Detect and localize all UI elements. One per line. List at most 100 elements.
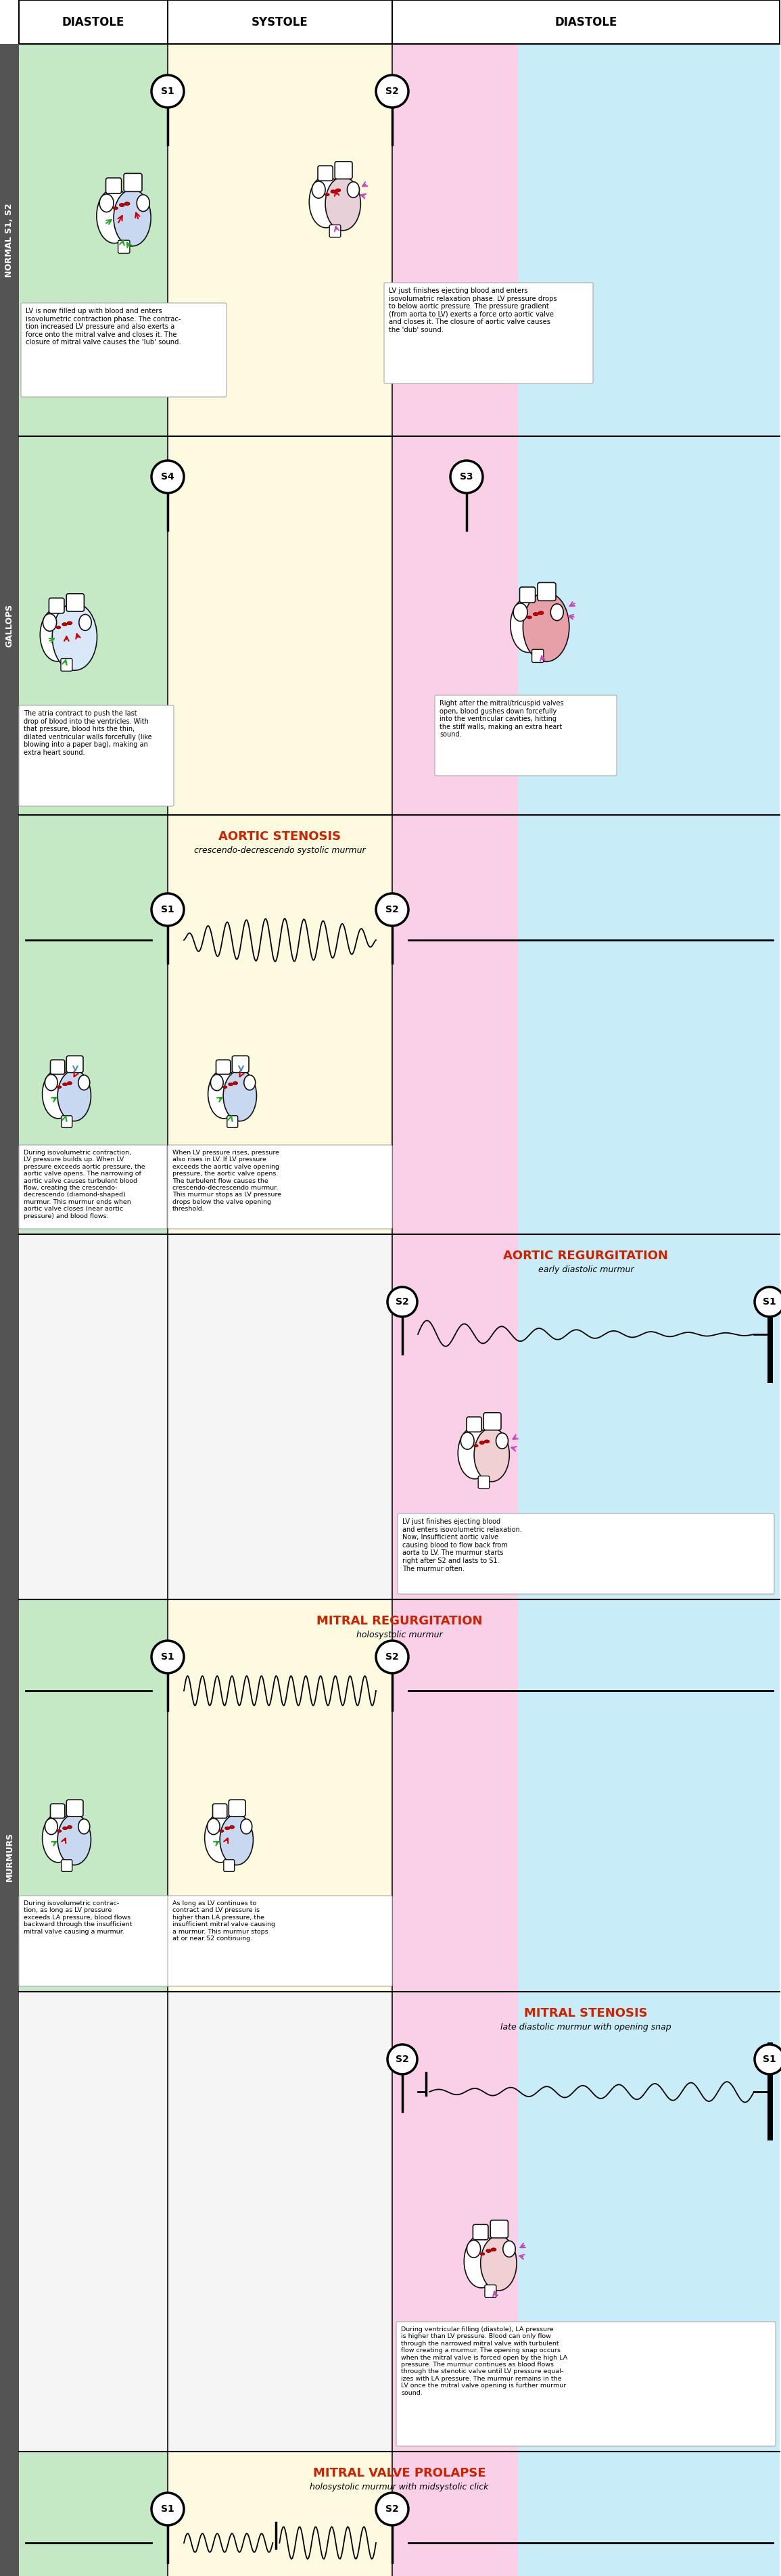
Ellipse shape	[461, 1432, 474, 1450]
Text: NORMAL S1, S2: NORMAL S1, S2	[5, 204, 14, 278]
Bar	[518, 1600, 779, 1991]
FancyBboxPatch shape	[51, 1803, 65, 1819]
FancyBboxPatch shape	[519, 587, 535, 603]
FancyBboxPatch shape	[124, 173, 142, 191]
FancyBboxPatch shape	[19, 1896, 169, 1986]
Text: S1: S1	[161, 904, 174, 914]
Bar	[168, 1600, 392, 1991]
Bar	[19, 814, 168, 1234]
Text: S4: S4	[161, 471, 174, 482]
FancyBboxPatch shape	[19, 706, 174, 806]
FancyBboxPatch shape	[396, 2321, 776, 2447]
Text: MITRAL REGURGITATION: MITRAL REGURGITATION	[316, 1615, 483, 1628]
Ellipse shape	[113, 191, 151, 247]
Ellipse shape	[67, 621, 72, 623]
Ellipse shape	[223, 1072, 257, 1121]
Text: MITRAL VALVE PROLAPSE: MITRAL VALVE PROLAPSE	[313, 2468, 486, 2478]
Text: S1: S1	[763, 2056, 776, 2063]
Circle shape	[152, 75, 184, 108]
FancyBboxPatch shape	[318, 165, 333, 180]
Ellipse shape	[40, 608, 74, 662]
Ellipse shape	[538, 611, 544, 616]
Ellipse shape	[484, 1440, 489, 1443]
Bar	[19, 0, 779, 44]
Ellipse shape	[67, 1826, 72, 1829]
Ellipse shape	[42, 1069, 74, 1118]
Ellipse shape	[97, 188, 132, 242]
Ellipse shape	[52, 603, 97, 670]
FancyBboxPatch shape	[335, 162, 352, 178]
FancyBboxPatch shape	[473, 2226, 488, 2239]
FancyBboxPatch shape	[478, 1476, 490, 1489]
FancyBboxPatch shape	[232, 1056, 249, 1072]
Ellipse shape	[496, 1432, 508, 1448]
FancyBboxPatch shape	[212, 1803, 227, 1819]
FancyBboxPatch shape	[61, 659, 73, 672]
Text: S1: S1	[161, 88, 174, 95]
Bar	[392, 2452, 518, 2576]
Ellipse shape	[208, 1069, 240, 1118]
Ellipse shape	[486, 2249, 491, 2251]
Text: MITRAL STENOSIS: MITRAL STENOSIS	[524, 2007, 647, 2020]
Bar	[168, 814, 392, 1234]
Text: late diastolic murmur with opening snap: late diastolic murmur with opening snap	[501, 2022, 672, 2032]
Text: The atria contract to push the last
drop of blood into the ventricles. With
that: The atria contract to push the last drop…	[23, 711, 152, 757]
FancyBboxPatch shape	[435, 696, 617, 775]
Ellipse shape	[67, 1082, 72, 1084]
Ellipse shape	[503, 2241, 515, 2257]
Bar	[768, 2043, 773, 2141]
FancyBboxPatch shape	[168, 1896, 392, 1986]
Ellipse shape	[228, 1082, 233, 1084]
Bar	[19, 1234, 392, 1600]
Ellipse shape	[119, 204, 124, 206]
Text: As long as LV continues to
contract and LV pressure is
higher than LA pressure, : As long as LV continues to contract and …	[173, 1901, 275, 1942]
Ellipse shape	[480, 2236, 517, 2290]
Ellipse shape	[336, 188, 341, 191]
Text: GALLOPS: GALLOPS	[5, 603, 14, 647]
Ellipse shape	[480, 1440, 484, 1445]
Ellipse shape	[43, 613, 56, 631]
Bar	[0, 44, 19, 435]
Ellipse shape	[467, 2241, 480, 2257]
Bar	[768, 1288, 773, 1383]
FancyBboxPatch shape	[51, 1059, 65, 1074]
FancyBboxPatch shape	[62, 1860, 72, 1873]
FancyBboxPatch shape	[66, 1801, 83, 1816]
FancyBboxPatch shape	[466, 1417, 482, 1432]
Text: holosystolic murmur: holosystolic murmur	[356, 1631, 443, 1638]
Ellipse shape	[533, 613, 538, 616]
Text: During isovolumetric contrac-
tion, as long as LV pressure
exceeds LA pressure, : During isovolumetric contrac- tion, as l…	[23, 1901, 132, 1935]
Circle shape	[152, 461, 184, 492]
Text: S2: S2	[396, 1298, 409, 1306]
Ellipse shape	[225, 1826, 230, 1829]
Text: During isovolumetric contraction,
LV pressure builds up. When LV
pressure exceed: During isovolumetric contraction, LV pre…	[23, 1149, 145, 1218]
Ellipse shape	[233, 1082, 237, 1084]
Circle shape	[376, 2494, 408, 2524]
Text: LV just finishes ejecting blood
and enters isovolumetric relaxation.
Now, Insuff: LV just finishes ejecting blood and ente…	[402, 1517, 522, 1571]
Bar	[392, 435, 518, 814]
Bar	[19, 1600, 168, 1991]
Ellipse shape	[62, 1826, 67, 1829]
FancyBboxPatch shape	[223, 1860, 234, 1873]
Ellipse shape	[312, 180, 326, 198]
Bar	[518, 1234, 779, 1600]
Ellipse shape	[513, 603, 527, 621]
Ellipse shape	[464, 2236, 498, 2287]
FancyBboxPatch shape	[105, 178, 121, 193]
Bar	[0, 814, 19, 2576]
Circle shape	[387, 2045, 417, 2074]
Ellipse shape	[244, 1074, 255, 1090]
FancyBboxPatch shape	[62, 1115, 72, 1128]
Bar	[518, 44, 779, 435]
Ellipse shape	[62, 1082, 67, 1084]
Ellipse shape	[211, 1074, 223, 1090]
Bar	[392, 44, 518, 435]
FancyBboxPatch shape	[118, 240, 130, 252]
FancyBboxPatch shape	[21, 304, 226, 397]
Circle shape	[451, 461, 483, 492]
Bar	[168, 2452, 392, 2576]
Circle shape	[387, 1288, 417, 1316]
FancyBboxPatch shape	[168, 1144, 392, 1229]
Text: S1: S1	[763, 1298, 776, 1306]
Text: DIASTOLE: DIASTOLE	[62, 15, 124, 28]
